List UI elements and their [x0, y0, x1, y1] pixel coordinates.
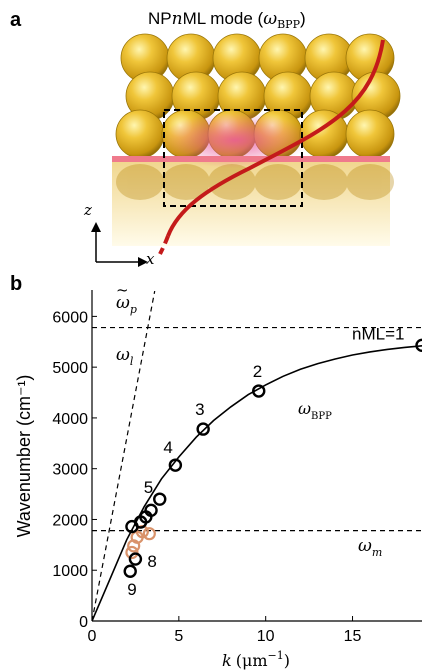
sphere-reflection — [300, 164, 348, 200]
x-tick-label: 0 — [88, 628, 97, 645]
x-tick-label: 10 — [257, 628, 275, 645]
data-point — [153, 492, 167, 506]
point-label: 2 — [253, 362, 262, 381]
mode-profile-evanescent — [158, 235, 170, 255]
point-label: 3 — [195, 400, 204, 419]
orange-data-point — [142, 527, 156, 541]
y-tick-label: 0 — [79, 614, 88, 631]
panel-b-letter: b — [10, 273, 22, 295]
panel-a-axes: z x — [83, 201, 155, 268]
point-label: 9 — [127, 580, 136, 599]
sphere-reflection — [346, 164, 394, 200]
data-point — [196, 422, 210, 436]
data-point — [252, 384, 266, 398]
point-label: 5 — [144, 478, 153, 497]
orange-data-point — [127, 539, 141, 553]
x-tick-label: 15 — [344, 628, 362, 645]
sphere-reflection — [254, 164, 302, 200]
mode-profile-curve — [166, 39, 385, 237]
x-ticks: 0 5 10 15 — [88, 616, 362, 645]
y-tick-label: 6000 — [52, 309, 88, 326]
inset-box — [163, 109, 303, 207]
gold-sphere — [115, 109, 165, 159]
data-point — [123, 564, 137, 578]
point-label: 4 — [163, 438, 172, 457]
gold-sphere — [345, 109, 395, 159]
y-tick-label: 1000 — [52, 563, 88, 580]
sphere-reflections — [116, 164, 394, 200]
data-point — [415, 338, 422, 353]
x-axis-label: k (μm−1) — [222, 649, 290, 670]
z-arrow-icon — [91, 222, 101, 232]
omega-p-label: ωp — [116, 293, 137, 316]
substrate — [112, 158, 390, 246]
x-arrow-icon — [138, 257, 148, 267]
orange-data-point — [125, 545, 139, 560]
omega-m-label: ωm — [358, 536, 382, 559]
y-axis-label: Wavenumber (cm⁻¹) — [14, 375, 34, 538]
omega-l-line — [92, 291, 156, 621]
orange-points — [125, 525, 156, 560]
y-tick-label: 2000 — [52, 512, 88, 529]
data-points — [123, 338, 422, 578]
point-label: nML=1 — [352, 324, 404, 343]
sphere-reflection — [162, 164, 210, 200]
panel-a-letter: a — [10, 9, 22, 31]
point-labels: nML=1 2 3 4 5 89 — [127, 324, 404, 599]
sphere-reflection — [116, 164, 164, 200]
y-ticks: 0 1000 2000 3000 4000 5000 6000 — [52, 309, 97, 631]
y-tick-label: 3000 — [52, 462, 88, 479]
panel-b: b 0 1000 2000 3000 4000 5000 6000 0 5 10 15 Waven… — [10, 273, 422, 670]
data-point — [125, 519, 139, 534]
panel-a: a NPnML mode (ωBPP) z x — [10, 9, 401, 268]
data-point — [168, 458, 183, 472]
interface-layer — [112, 156, 390, 162]
omega-l-label: ωl — [116, 345, 134, 368]
point-label: 8 — [147, 552, 156, 571]
y-tick-label: 5000 — [52, 360, 88, 377]
y-tick-label: 4000 — [52, 411, 88, 428]
panel-a-title: NPnML mode (ωBPP) — [148, 9, 306, 31]
omega-bpp-label: ωBPP — [298, 399, 332, 422]
omega-bpp-curve — [92, 345, 422, 621]
axis-z-label: z — [83, 201, 92, 219]
axis-x-label: x — [146, 250, 155, 268]
x-tick-label: 5 — [174, 628, 183, 645]
omega-p-tilde: ~ — [116, 281, 129, 299]
data-point — [128, 552, 143, 566]
